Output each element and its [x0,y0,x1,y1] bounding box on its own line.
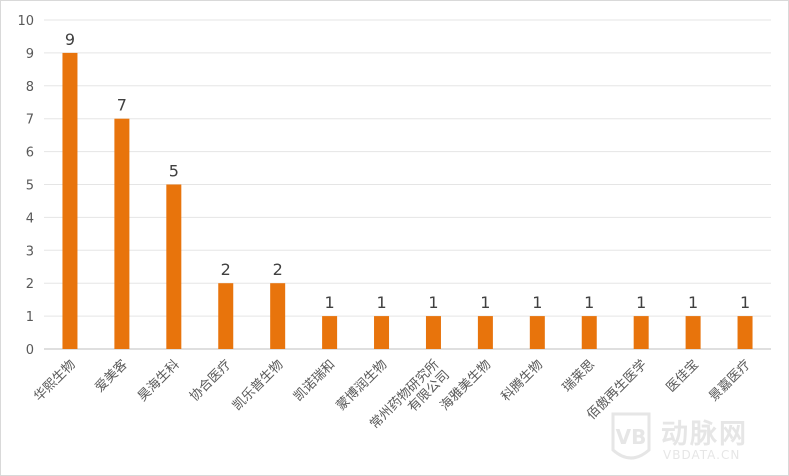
y-tick-label: 7 [26,113,34,128]
data-label: 7 [117,96,127,115]
x-tick-label: 科腾生物 [498,357,546,405]
watermark-subtext: VBDATA.CN [663,448,741,462]
y-axis-ticks: 0 1 2 3 4 5 6 7 8 9 10 [17,14,34,358]
x-tick-label-line: 瑞莱思 [560,357,598,395]
y-tick-label: 10 [17,14,34,29]
y-tick-label: 5 [26,179,34,194]
bar [270,283,286,349]
data-label: 9 [65,30,75,49]
bar [62,52,78,350]
x-tick-label: 爱美客 [92,357,131,396]
bar [374,316,390,349]
x-tick-label: 海雅美生物 [438,357,495,414]
watermark-text: 动脉网 [661,419,748,450]
y-tick-label: 2 [26,277,34,292]
bar [633,316,649,349]
vbdata-watermark: VB 动脉网 VBDATA.CN [607,410,777,468]
x-tick-label: 蒙博润生物 [334,357,391,414]
bar [477,316,493,349]
x-tick-label: 瑞莱思 [560,357,598,395]
bar [581,316,597,349]
bars [62,52,753,350]
x-tick-label-line: 凯诺瑞和 [291,357,338,404]
bar [114,118,130,349]
x-tick-label-line: 海雅美生物 [438,357,495,414]
x-tick-label-line: 景嘉医疗 [706,357,753,404]
x-tick-label: 协合医疗 [187,357,234,404]
data-labels: 9 7 5 2 2 1 1 1 1 1 1 1 1 1 [65,30,750,312]
data-label: 1 [532,293,542,312]
bar [685,316,701,349]
x-tick-label-line: 华熙生物 [31,357,78,404]
y-tick-label: 6 [26,146,34,161]
vb-logo-icon: VB [611,412,651,460]
data-label: 2 [221,260,231,279]
x-tick-label: 华熙生物 [31,357,78,404]
bar [218,283,234,349]
y-tick-label: 8 [26,80,34,95]
x-tick-label-line: 昊海生科 [135,357,182,404]
watermark-mark: VB [616,425,647,449]
x-tick-label: 凯诺瑞和 [291,357,338,404]
y-tick-label: 3 [26,244,34,259]
bar [322,316,338,349]
data-label: 1 [740,293,750,312]
y-tick-label: 9 [26,47,34,62]
data-label: 5 [169,162,179,181]
x-tick-label: 昊海生科 [135,357,182,404]
data-label: 1 [480,293,490,312]
x-tick-label-line: 蒙博润生物 [334,357,391,414]
data-label: 1 [688,293,698,312]
data-label: 1 [325,293,335,312]
data-label: 1 [636,293,646,312]
bar [529,316,545,349]
data-label: 1 [376,293,386,312]
x-tick-label: 景嘉医疗 [706,357,753,404]
y-tick-label: 1 [26,310,34,325]
x-tick-label: 医佳宝 [664,357,702,395]
bar [737,316,753,349]
bar [166,184,182,349]
data-label: 2 [273,260,283,279]
data-label: 1 [428,293,438,312]
y-tick-label: 4 [26,211,34,226]
x-tick-label-line: 协合医疗 [187,357,234,404]
data-label: 1 [584,293,594,312]
gridlines [44,19,771,350]
x-tick-label: 凯乐普生物 [230,357,287,414]
x-tick-label-line: 科腾生物 [498,357,546,405]
x-tick-label-line: 凯乐普生物 [230,357,287,414]
bar [425,316,441,349]
y-tick-label: 0 [26,343,34,358]
x-tick-label-line: 爱美客 [92,357,131,396]
x-tick-label-line: 医佳宝 [664,357,702,395]
